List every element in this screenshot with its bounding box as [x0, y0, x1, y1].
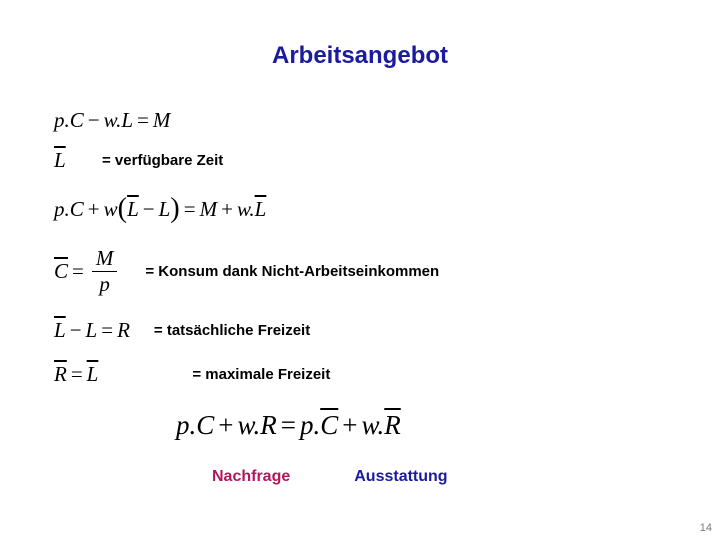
eq-text: p.C+w.R=p.C+w.R — [176, 410, 401, 441]
slide-number: 14 — [700, 522, 712, 534]
page-title: Arbeitsangebot — [0, 42, 720, 70]
fraction-M-over-p: M p — [92, 246, 118, 297]
equation-expanded: p.C+w(L−L)=M+w.L — [54, 192, 266, 224]
symbol-R-bar-eq: R=L — [54, 362, 98, 387]
def-R-bar: R=L = maximale Freizeit — [54, 362, 330, 387]
symbol-L-bar: L — [54, 148, 102, 173]
equation-final: p.C+w.R=p.C+w.R — [176, 410, 401, 441]
label-ausstattung: Ausstattung — [354, 468, 447, 486]
equation-budget: p.C−w.L=M — [54, 108, 170, 133]
desc-C-bar: = Konsum dank Nicht-Arbeitseinkommen — [145, 263, 439, 280]
def-C-bar: C = M p = Konsum dank Nicht-Arbeitseinko… — [54, 246, 439, 297]
def-L-bar: L = verfügbare Zeit — [54, 148, 223, 173]
desc-R: = tatsächliche Freizeit — [154, 322, 310, 339]
labels-row: Nachfrage Ausstattung — [212, 468, 448, 486]
label-nachfrage: Nachfrage — [212, 468, 290, 486]
eq-text: p.C+w(L−L)=M+w.L — [54, 192, 266, 224]
symbol-R-eq: L−L=R — [54, 318, 130, 343]
slide: Arbeitsangebot p.C−w.L=M L = verfügbare … — [0, 0, 720, 540]
def-R: L−L=R = tatsächliche Freizeit — [54, 318, 310, 343]
symbol-C-bar-eq: C = M p — [54, 246, 121, 297]
desc-L-bar: = verfügbare Zeit — [102, 152, 223, 169]
desc-R-bar: = maximale Freizeit — [192, 366, 330, 383]
eq-text: p.C−w.L=M — [54, 108, 170, 133]
